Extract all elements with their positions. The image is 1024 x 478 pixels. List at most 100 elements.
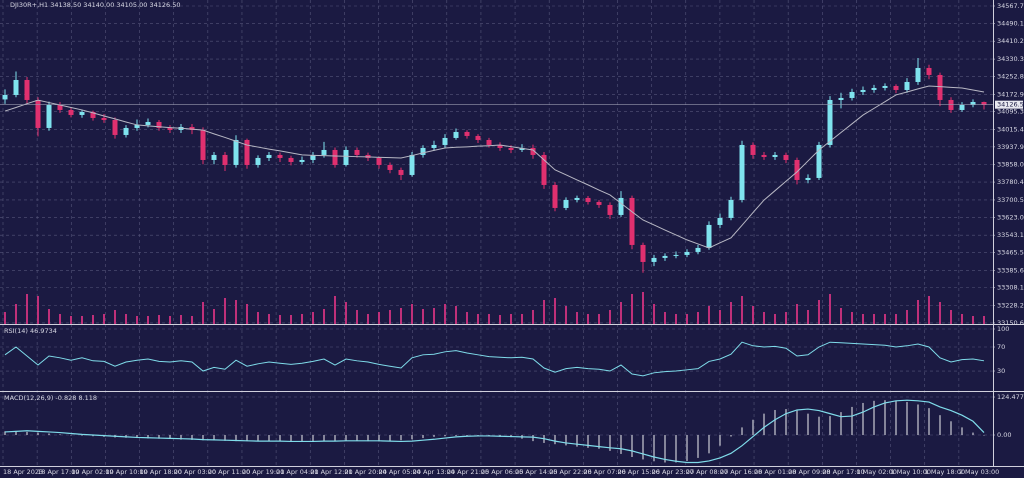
volume-bar <box>532 310 534 324</box>
macd-histogram-bar <box>400 435 402 441</box>
macd-histogram-bar <box>884 400 886 436</box>
candle-body <box>387 164 393 170</box>
y-tick-label: 70 <box>997 343 1005 351</box>
candle-body <box>244 139 250 165</box>
y-tick-label: 34567.70 <box>997 2 1024 10</box>
macd-histogram-bar <box>136 435 138 439</box>
macd-histogram-bar <box>675 435 677 463</box>
y-tick-label: 33308.10 <box>997 284 1024 292</box>
candle-body <box>277 154 283 158</box>
candle-body <box>849 91 855 98</box>
volume-bar <box>257 312 259 324</box>
candle-body <box>915 67 921 82</box>
candle-body <box>695 247 701 252</box>
volume-bar <box>422 309 424 324</box>
candle-body <box>552 184 558 208</box>
volume-bar <box>125 314 127 324</box>
macd-histogram-bar <box>301 435 303 442</box>
volume-bar <box>26 294 28 324</box>
macd-histogram-bar <box>961 427 963 436</box>
y-tick-label: 34490.15 <box>997 19 1024 27</box>
candle-body <box>651 257 657 262</box>
volume-bar <box>587 314 589 324</box>
candle-body <box>486 139 492 145</box>
macd-histogram-bar <box>609 435 611 451</box>
candle-body <box>189 126 195 130</box>
macd-histogram-bar <box>48 433 50 436</box>
volume-bar <box>290 315 292 324</box>
candle-body <box>222 154 228 165</box>
candle-body <box>981 101 987 105</box>
volume-bar <box>818 300 820 324</box>
y-tick-label: 34095.35 <box>997 108 1024 116</box>
candle-body <box>233 139 239 165</box>
macd-histogram-bar <box>323 435 325 441</box>
y-tick-label: 33150.65 <box>997 319 1024 327</box>
volume-bar <box>664 312 666 324</box>
macd-histogram-bar <box>631 435 633 457</box>
candle-body <box>332 149 338 165</box>
candle-body <box>2 94 8 100</box>
x-tick-label: 27 Apr 16:00 <box>720 468 762 476</box>
macd-histogram-bar <box>873 400 875 436</box>
macd-histogram-bar <box>15 431 17 436</box>
candle-body <box>123 127 129 135</box>
volume-bar <box>70 316 72 324</box>
macd-histogram-bar <box>807 413 809 436</box>
macd-histogram-bar <box>719 435 721 446</box>
candle-body <box>706 224 712 248</box>
volume-bar <box>334 296 336 324</box>
macd-histogram-bar <box>653 435 655 462</box>
candle-body <box>354 149 360 155</box>
volume-bar <box>510 314 512 324</box>
volume-bar <box>180 315 182 324</box>
x-tick-label: 24 Apr 13:00 <box>413 468 455 476</box>
macd-histogram-bar <box>213 435 215 441</box>
candle-body <box>970 101 976 105</box>
volume-bar <box>576 312 578 324</box>
candle-body <box>431 144 437 148</box>
volume-bar <box>136 316 138 324</box>
macd-histogram-bar <box>4 431 6 436</box>
volume-bar <box>653 304 655 324</box>
volume-bar <box>477 314 479 324</box>
volume-bar <box>708 306 710 324</box>
x-tick-label: 1 May 18:00 <box>925 468 965 476</box>
macd-histogram-bar <box>587 435 589 448</box>
candle-body <box>409 154 415 175</box>
last-price-label: 34126.53 <box>997 101 1024 109</box>
candle-body <box>211 154 217 160</box>
y-tick-label: 33858.00 <box>997 161 1024 169</box>
macd-histogram-bar <box>378 435 380 442</box>
macd-histogram-bar <box>411 435 413 440</box>
candle-body <box>838 97 844 100</box>
x-tick-label: 19 Apr 10:00 <box>105 468 147 476</box>
volume-bar <box>147 316 149 324</box>
candle-body <box>464 131 470 136</box>
chart-header: DJI30R+,H1 34138.50 34140.00 34105.00 34… <box>10 1 181 9</box>
x-tick-label: 24 Apr 21:00 <box>447 468 489 476</box>
macd-histogram-bar <box>158 435 160 439</box>
candle-body <box>24 79 30 100</box>
macd-histogram-bar <box>928 408 930 436</box>
y-tick-label: 33228.20 <box>997 302 1024 310</box>
volume-bar <box>246 304 248 324</box>
macd-histogram-bar <box>26 431 28 436</box>
volume-bar <box>895 314 897 324</box>
macd-histogram-bar <box>983 435 985 436</box>
candle-body <box>288 157 294 162</box>
macd-histogram-bar <box>466 435 468 436</box>
y-tick-label: 124.477 <box>997 393 1024 401</box>
volume-bar <box>840 308 842 324</box>
macd-histogram-bar <box>697 435 699 458</box>
volume-bar <box>851 312 853 324</box>
marks <box>0 58 993 464</box>
volume-bar <box>928 296 930 324</box>
volume-bar <box>411 304 413 324</box>
macd-histogram-bar <box>147 435 149 439</box>
volume-bar <box>279 315 281 324</box>
candle-body <box>893 85 899 90</box>
x-tick-label: 2 May 03:00 <box>959 468 999 476</box>
volume-bar <box>609 310 611 324</box>
x-tick-label: 20 Apr 19:00 <box>242 468 284 476</box>
